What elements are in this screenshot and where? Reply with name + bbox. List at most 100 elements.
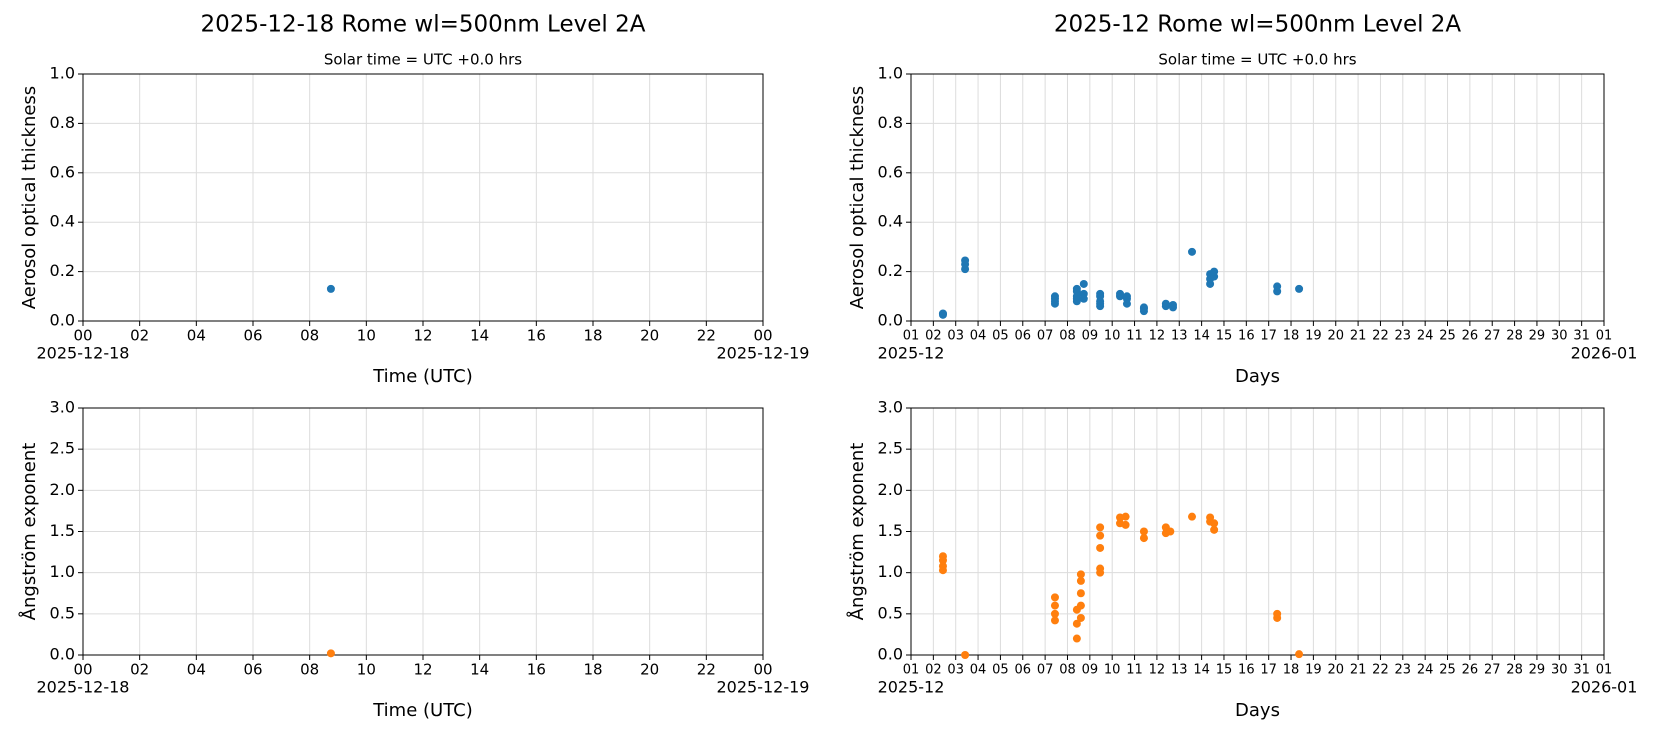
y-tick-label: 2.5 [50,439,75,458]
x-tick-label: 01 [1596,663,1613,678]
x-tick-label: 24 [1417,663,1434,678]
x-date-label: 2025-12-18 [37,678,130,697]
y-tick-label: 3.0 [50,398,75,417]
x-tick-label: 10 [1104,663,1121,678]
x-tick-label: 21 [1350,663,1367,678]
data-point [938,562,947,571]
x-tick-label: 15 [1216,329,1233,344]
x-axis-label: Time (UTC) [372,366,473,387]
x-tick-label: 14 [1193,663,1210,678]
y-tick-label: 2.0 [50,480,75,499]
y-axis-label: Ångström exponent [846,443,868,621]
data-point [938,309,947,318]
x-tick-label: 27 [1484,329,1501,344]
x-tick-label: 28 [1506,329,1523,344]
x-tick-label: 20 [640,327,659,345]
x-date-label: 2026-01 [1571,678,1638,697]
data-point [1206,513,1215,522]
chart-title: 2025-12-18 Rome wl=500nm Level 2A [201,12,646,38]
x-tick-label: 11 [1126,663,1143,678]
x-tick-label: 20 [640,661,659,679]
x-tick-label: 28 [1506,663,1523,678]
x-tick-label: 08 [1059,663,1076,678]
x-tick-label: 03 [947,663,964,678]
x-tick-label: 01 [903,329,920,344]
y-tick-label: 0.6 [878,162,903,181]
x-tick-label: 00 [753,661,772,679]
x-tick-label: 06 [243,327,262,345]
data-point [1210,525,1219,534]
x-tick-label: 20 [1327,329,1344,344]
x-tick-label: 22 [697,661,716,679]
x-tick-label: 06 [243,661,262,679]
data-point [1121,512,1130,521]
x-tick-label: 16 [1238,663,1255,678]
data-point [1116,289,1125,298]
data-point [1096,289,1105,298]
data-point [1139,303,1148,312]
y-tick-label: 1.5 [878,521,903,540]
x-tick-label: 04 [970,329,987,344]
chart-subtitle: Solar time = UTC +0.0 hrs [1158,51,1356,69]
data-point [1096,523,1105,532]
y-tick-label: 0.0 [50,645,75,664]
x-tick-label: 13 [1171,329,1188,344]
data-point [1122,292,1131,301]
x-tick-label: 02 [925,329,942,344]
x-tick-label: 13 [1171,663,1188,678]
x-tick-label: 04 [187,327,206,345]
x-tick-label: 16 [527,661,546,679]
data-point [326,284,335,293]
x-tick-label: 17 [1260,329,1277,344]
x-tick-label: 11 [1126,329,1143,344]
data-point [1210,267,1219,276]
x-tick-label: 12 [413,327,432,345]
y-tick-label: 0.0 [878,311,903,330]
x-tick-label: 18 [1283,663,1300,678]
x-tick-label: 31 [1573,663,1590,678]
x-tick-label: 12 [1149,329,1166,344]
x-tick-label: 29 [1529,663,1546,678]
x-tick-label: 19 [1305,663,1322,678]
x-tick-label: 18 [1283,329,1300,344]
data-point [1076,570,1085,579]
x-tick-label: 01 [903,663,920,678]
x-tick-label: 25 [1439,329,1456,344]
x-tick-label: 22 [1372,663,1389,678]
x-tick-label: 30 [1551,329,1568,344]
x-tick-label: 08 [1059,329,1076,344]
data-point [1076,601,1085,610]
y-tick-label: 0.0 [50,311,75,330]
x-date-label: 2025-12 [878,344,945,363]
x-tick-label: 14 [1193,329,1210,344]
x-tick-label: 06 [1015,329,1032,344]
y-tick-label: 1.0 [878,64,903,83]
data-point [1273,282,1282,291]
axes-frame [910,407,1605,656]
y-tick-label: 1.0 [50,562,75,581]
y-tick-label: 2.5 [878,439,903,458]
y-tick-label: 0.5 [878,603,903,622]
data-point [1050,616,1059,625]
data-point [1188,512,1197,521]
x-tick-label: 03 [947,329,964,344]
x-tick-label: 14 [470,661,489,679]
chart-subtitle: Solar time = UTC +0.0 hrs [324,51,522,69]
y-axis-label: Aerosol optical thickness [19,86,40,309]
data-point [1166,527,1175,536]
y-tick-label: 0.4 [50,212,75,231]
y-tick-label: 2.0 [878,480,903,499]
x-tick-label: 00 [73,661,92,679]
data-point [1050,292,1059,301]
x-tick-label: 18 [583,661,602,679]
data-point [1295,650,1304,659]
y-tick-label: 3.0 [878,398,903,417]
data-point [1161,299,1170,308]
y-tick-label: 0.8 [50,113,75,132]
x-tick-label: 01 [1596,329,1613,344]
x-tick-label: 09 [1082,329,1099,344]
x-tick-label: 00 [73,327,92,345]
x-tick-label: 10 [357,327,376,345]
x-tick-label: 20 [1327,663,1344,678]
